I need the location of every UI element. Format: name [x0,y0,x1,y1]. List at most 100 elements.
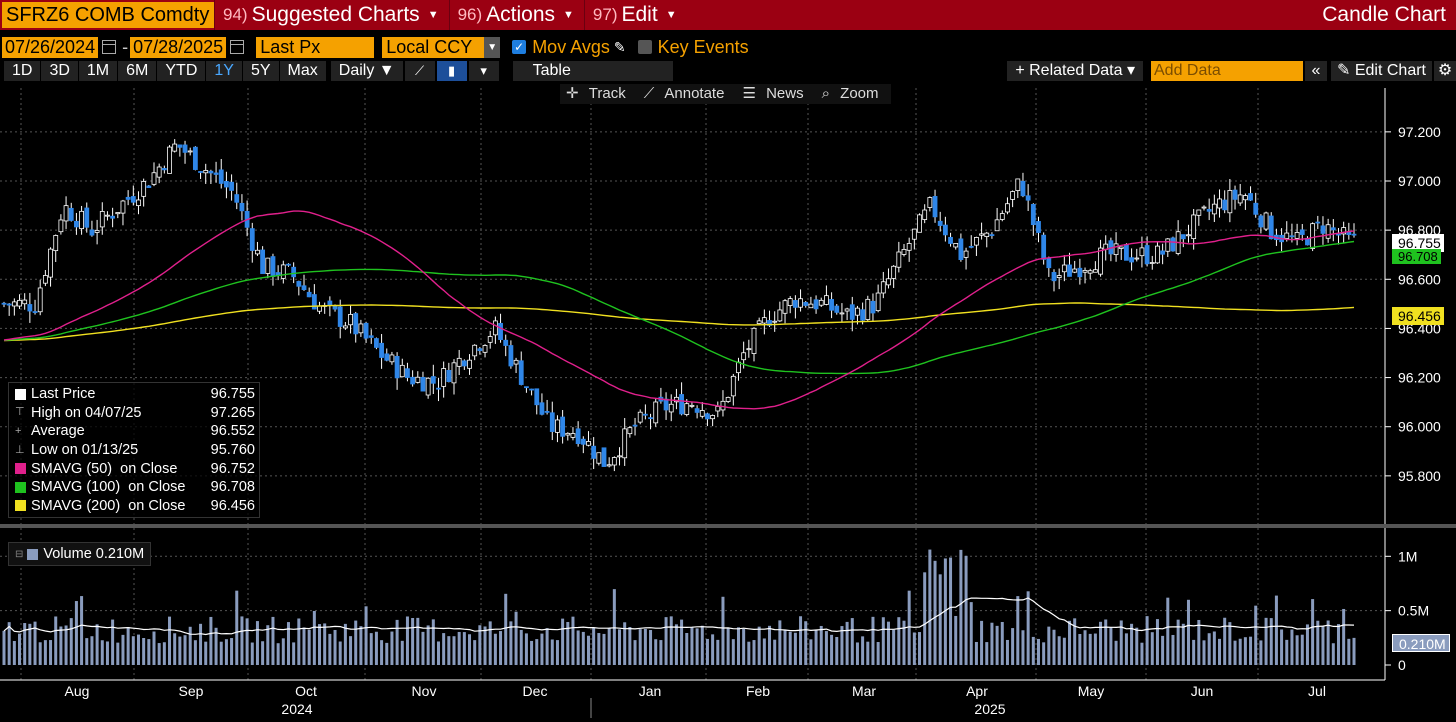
candle-body [958,238,964,260]
candle-body [125,196,131,200]
x-month-label: Jan [639,683,662,699]
volume-tick-label: 0 [1398,657,1406,673]
actions-menu[interactable]: 96) Actions ▼ [448,0,584,30]
volume-bar [204,641,208,665]
volume-bar [866,641,870,665]
period-1d[interactable]: 1D [4,61,41,81]
candle-body [177,144,183,148]
candle-body [327,300,333,306]
period-6m[interactable]: 6M [118,61,157,81]
candle-body [1325,224,1331,239]
double-chevron-left-icon[interactable]: « [1305,61,1327,81]
volume-bar [1285,639,1289,665]
candle-body [1160,250,1166,255]
volume-label: Volume 0.210M [43,546,145,562]
legend-row-smavg200[interactable]: SMAVG (200) on Close 96.456 [13,497,255,516]
legend-value: 96.552 [210,423,255,440]
period-ytd[interactable]: YTD [157,61,206,81]
x-month-label: Dec [523,683,548,699]
chevron-down-icon[interactable]: ▼ [484,36,501,58]
candle-body [1139,247,1145,257]
candle-body [653,401,659,424]
add-data-input[interactable]: Add Data [1151,61,1303,81]
legend-value: 96.755 [210,386,255,403]
related-data-label: + Related Data [1015,62,1123,79]
candle-body [1051,272,1057,282]
related-data-button[interactable]: + Related Data ▾ [1007,61,1143,81]
candle-chart[interactable]: 97.20097.00096.80096.60096.40096.20096.0… [0,84,1456,722]
candle-body [761,317,767,324]
legend-row-smavg100[interactable]: SMAVG (100) on Close 96.708 [13,478,255,497]
frequency-selector[interactable]: Daily ▼ [330,61,403,81]
candle-body [860,309,866,321]
candle-body [927,197,933,208]
volume-bar [1233,640,1237,665]
x-month-label: Feb [746,683,770,699]
key-events-checkbox[interactable] [637,40,652,54]
field-selector[interactable]: Last Px [256,36,375,58]
calendar-icon[interactable] [102,40,117,54]
end-date-field[interactable]: 07/28/2025 [130,36,227,58]
candle-body [1237,194,1243,204]
volume-bar [555,640,559,665]
candle-body [301,285,307,290]
candle-body [1113,243,1119,256]
volume-bar [1083,630,1087,665]
legend-swatch [15,463,26,475]
candle-body [363,322,369,339]
period-max[interactable]: Max [279,61,326,81]
volume-bar [121,634,125,665]
annotate-tool[interactable]: ⟋ Annotate [638,84,737,104]
period-3d[interactable]: 3D [41,61,78,81]
volume-legend[interactable]: ⊟ Volume 0.210M [8,542,152,566]
volume-bar [1336,624,1340,665]
currency-selector[interactable]: Local CCY [382,36,485,58]
start-date-field[interactable]: 07/26/2024 [2,36,99,58]
volume-bar [2,630,6,665]
legend-row-last-price[interactable]: Last Price 96.755 [13,385,255,404]
calendar-icon[interactable] [230,40,245,54]
menu-number: 97) [592,5,618,24]
candle-body [710,415,716,420]
volume-bar [1311,599,1315,665]
volume-bar [80,596,84,665]
ticker-field[interactable]: SFRZ6 COMB Comdty [2,2,214,28]
table-button[interactable]: Table [512,61,673,81]
volume-bar [949,557,953,665]
legend-row-smavg50[interactable]: SMAVG (50) on Close 96.752 [13,459,255,478]
suggested-charts-menu[interactable]: 94) Suggested Charts ▼ [214,0,449,30]
volume-bar [566,621,570,665]
volume-bar [545,628,549,665]
collapse-icon[interactable]: ⊟ [15,548,24,560]
zoom-tool[interactable]: ⌕ Zoom [816,84,891,104]
candle-body [720,400,726,411]
volume-bar [876,642,880,665]
mov-avgs-checkbox[interactable]: ✓ [512,40,527,54]
period-5y[interactable]: 5Y [242,61,279,81]
volume-bar [742,628,746,665]
line-chart-icon[interactable]: ⟋ [404,61,435,81]
volume-bar [69,618,73,665]
volume-bar [581,631,585,665]
volume-bar [1212,631,1216,665]
track-tool[interactable]: ✛ Track [560,84,638,104]
candle-body [1320,225,1326,234]
volume-bar [1228,622,1232,665]
period-1y[interactable]: 1Y [206,61,242,81]
volume-bar [85,638,89,665]
edit-chart-button[interactable]: ✎ Edit Chart [1331,61,1432,81]
volume-bar [343,623,347,665]
candle-body [296,281,302,287]
volume-bar [286,622,290,665]
candle-body [436,387,441,390]
candle-chart-icon[interactable]: ▮ [436,61,467,81]
candle-body [824,295,829,305]
gear-icon[interactable]: ⚙ [1434,61,1456,81]
pencil-icon[interactable]: ✎ [613,38,626,55]
chevron-down-icon[interactable]: ▾ [468,61,499,81]
news-tool[interactable]: ☰ News [736,84,815,104]
volume-bar [1290,629,1294,665]
edit-menu[interactable]: 97) Edit ▼ [583,0,687,30]
period-1m[interactable]: 1M [78,61,118,81]
candle-body [1015,178,1021,191]
